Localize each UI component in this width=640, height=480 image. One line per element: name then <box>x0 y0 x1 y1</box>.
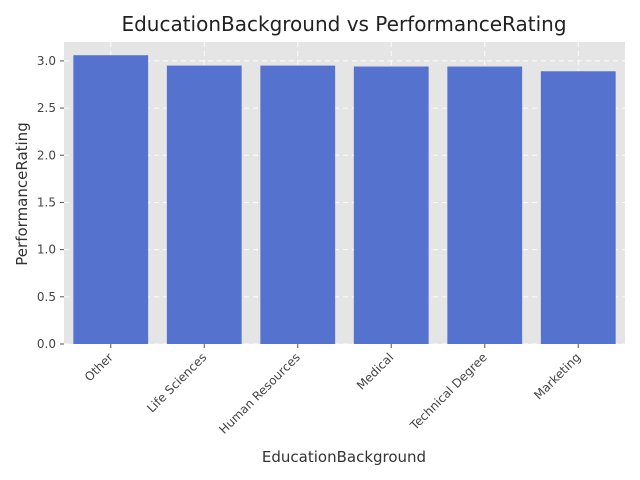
bar-technical-degree <box>447 66 523 344</box>
x-tick-label: Life Sciences <box>144 350 209 415</box>
grid <box>64 42 625 345</box>
x-axis-ticks: Other Life Sciences Human Resources Medical… <box>82 344 583 437</box>
x-tick-label: Human Resources <box>216 350 303 437</box>
y-tick-label: 2.5 <box>37 101 56 115</box>
x-tick-label: Technical Degree <box>407 350 490 433</box>
bar-other <box>73 55 149 345</box>
bar-life-sciences <box>166 65 242 344</box>
x-tick-label: Medical <box>354 350 396 392</box>
x-tick-label: Marketing <box>531 350 583 402</box>
bar-marketing <box>540 71 616 344</box>
y-tick-label: 2.0 <box>37 148 56 162</box>
y-axis-label: PerformanceRating <box>13 122 31 265</box>
bar-human-resources <box>260 65 336 344</box>
bar-medical <box>353 66 429 344</box>
y-tick-label: 0.5 <box>37 290 56 304</box>
x-axis-label: EducationBackground <box>262 448 426 466</box>
y-tick-label: 1.0 <box>37 243 56 257</box>
x-tick-label: Other <box>82 350 116 384</box>
plot-area <box>64 42 625 344</box>
chart-title: EducationBackground vs PerformanceRating <box>121 12 566 36</box>
y-tick-label: 1.5 <box>37 195 56 209</box>
y-axis-ticks: 0.0 0.5 1.0 1.5 2.0 2.5 3.0 <box>37 54 64 351</box>
y-tick-label: 3.0 <box>37 54 56 68</box>
bars <box>73 55 616 345</box>
y-tick-label: 0.0 <box>37 337 56 351</box>
